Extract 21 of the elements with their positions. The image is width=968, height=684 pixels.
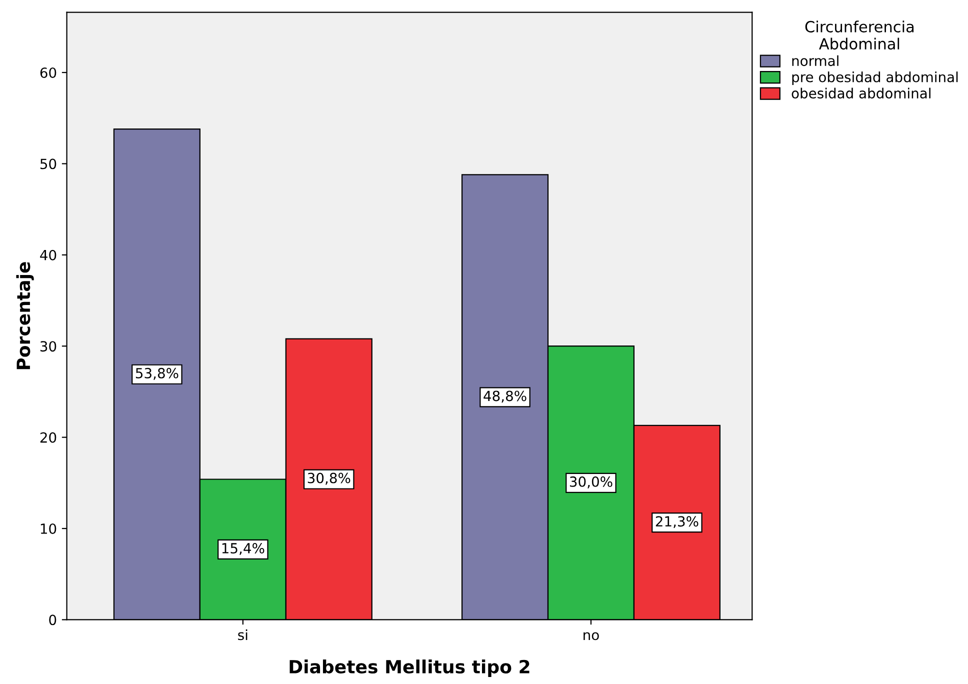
y-tick-label: 30 [40,341,56,352]
data-label: 15,4% [222,543,264,555]
x-axis-title: Diabetes Mellitus tipo 2 [290,660,530,678]
y-tick-label: 20 [40,432,56,443]
legend-label: pre obesidad abdominal [792,72,958,85]
x-tick-label: si [238,629,248,640]
legend-label: obesidad abdominal [792,88,930,99]
y-tick-label: 50 [40,158,56,170]
y-tick-label: 10 [40,523,56,534]
data-label: 53,8% [136,368,178,380]
legend-title: Circunferencia Abdominal [805,20,914,50]
y-tick-label: 40 [40,250,56,260]
legend-label: normal [792,55,838,66]
data-label: 48,8% [484,390,526,403]
data-label: 21,3% [656,516,698,528]
data-label: 30,0% [570,476,612,488]
y-axis-title: Porcentaje [16,262,34,370]
data-label: 30,8% [308,472,350,485]
x-tick-label: no [584,632,599,640]
y-tick-label: 0 [49,614,56,626]
y-tick-label: 60 [40,67,56,78]
